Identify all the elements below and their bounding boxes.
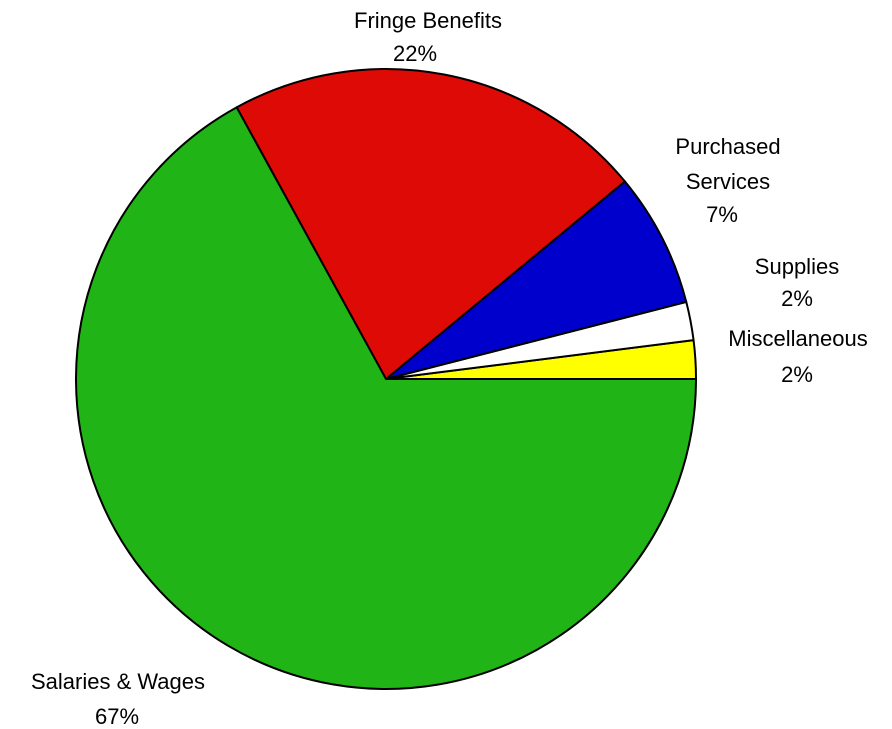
slice-value-fringe-benefits: 22% <box>393 41 437 66</box>
slice-label-salaries-wages: Salaries & Wages <box>31 669 205 694</box>
slice-value-purchased-services: 7% <box>706 202 738 227</box>
pie-slice-purchased-services <box>385 180 688 380</box>
slice-label-purchased-services-line2: Services <box>686 169 770 194</box>
slice-value-salaries-wages: 67% <box>95 704 139 729</box>
pie-slice-fringe-benefits <box>235 68 626 380</box>
slice-label-purchased-services-line1: Purchased <box>675 134 780 159</box>
pie-labels: Fringe Benefits 22% Purchased Services 7… <box>31 8 868 729</box>
slice-label-supplies: Supplies <box>755 254 839 279</box>
pie-slice-salaries-wages <box>75 106 697 690</box>
slice-value-miscellaneous: 2% <box>781 362 813 387</box>
slice-value-supplies: 2% <box>781 286 813 311</box>
slice-label-miscellaneous: Miscellaneous <box>728 326 867 351</box>
slice-label-fringe-benefits: Fringe Benefits <box>354 8 502 33</box>
pie-slices <box>75 68 698 690</box>
